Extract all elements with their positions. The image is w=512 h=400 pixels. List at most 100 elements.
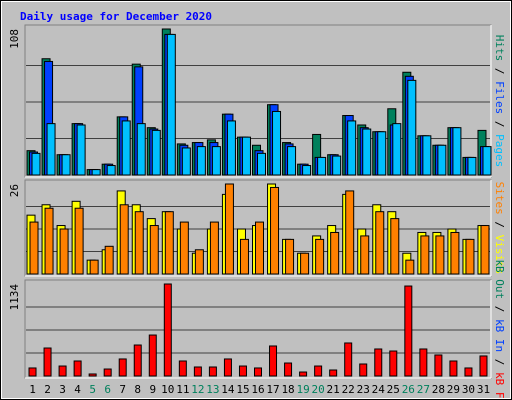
bar (390, 218, 400, 275)
bar (208, 366, 217, 377)
x-tick-label: 24 (372, 383, 386, 396)
bar (314, 365, 323, 377)
bar (419, 348, 428, 377)
bar (329, 369, 338, 377)
bar (330, 231, 340, 275)
bar (285, 238, 295, 275)
bar (226, 120, 236, 176)
bar (163, 283, 172, 377)
x-tick-label: 14 (221, 383, 235, 396)
bar (422, 135, 432, 176)
bar (269, 345, 278, 377)
legend-entry: Hits (493, 35, 506, 62)
bar (196, 146, 206, 176)
bar (375, 211, 385, 275)
bar (241, 136, 251, 176)
bar (359, 363, 368, 377)
bar (299, 371, 308, 377)
bar (103, 368, 112, 377)
bar (61, 154, 71, 176)
x-tick-label: 9 (149, 383, 156, 396)
x-tick-label: 16 (251, 383, 264, 396)
legend-entry: kB F (493, 372, 506, 399)
x-tick-label: 25 (387, 383, 400, 396)
bar (377, 131, 387, 176)
bar (482, 146, 492, 176)
legend-entry: kB Out (493, 259, 506, 299)
bar (74, 207, 84, 275)
bar (347, 120, 357, 176)
bar (479, 355, 488, 377)
bar (435, 235, 445, 275)
x-tick-label: 26 (402, 383, 415, 396)
bar (257, 152, 266, 176)
legend-separator: / (493, 215, 506, 235)
bar (121, 120, 131, 176)
bar (345, 190, 355, 275)
bar (238, 365, 247, 377)
bar (31, 152, 41, 176)
x-tick-label: 23 (357, 383, 370, 396)
x-tick-label: 8 (134, 383, 141, 396)
legend-entry: Visits (493, 235, 506, 275)
x-tick-label: 28 (432, 383, 445, 396)
bar (302, 165, 312, 176)
bar (467, 156, 477, 176)
bar (315, 238, 325, 275)
bar (209, 221, 219, 275)
bar (449, 360, 458, 377)
bar (104, 245, 114, 275)
bar (181, 147, 191, 176)
x-tick-label: 29 (447, 383, 460, 396)
bar (89, 259, 99, 275)
bar (420, 235, 430, 275)
bar (452, 127, 462, 176)
y-max-label: 1134 (8, 284, 21, 311)
bar (437, 144, 447, 176)
legend-entry: Files (493, 81, 506, 114)
bar (407, 79, 417, 176)
x-tick-label: 17 (266, 383, 279, 396)
legend: Hits / Files / Pages (493, 35, 506, 168)
bar (46, 123, 56, 176)
bar (272, 110, 282, 176)
bar (223, 358, 232, 377)
x-tick-label: 18 (281, 383, 294, 396)
bar (106, 165, 116, 176)
chart-title: Daily usage for December 2020 (20, 10, 212, 23)
bar (254, 367, 262, 377)
legend-separator: / (493, 61, 506, 81)
bar (270, 186, 280, 275)
bar (193, 366, 202, 377)
bar (148, 334, 157, 377)
bar (43, 347, 52, 377)
bar (405, 259, 415, 275)
x-tick-label: 4 (74, 383, 81, 396)
bar (224, 183, 234, 275)
legend-entry: kB In (493, 319, 506, 352)
legend-entry: Sites (493, 182, 506, 215)
bar (480, 225, 490, 275)
bar (134, 211, 144, 275)
bar (28, 367, 37, 377)
bar (151, 129, 161, 176)
x-tick-label: 2 (44, 383, 51, 396)
bar (287, 146, 297, 176)
x-tick-label: 6 (104, 383, 111, 396)
legend-separator: / (493, 299, 506, 319)
x-tick-label: 22 (342, 383, 355, 396)
x-tick-label: 7 (119, 383, 126, 396)
legend-separator: / (493, 114, 506, 134)
y-max-label: 108 (8, 29, 21, 49)
bar (88, 373, 97, 377)
bar (392, 123, 402, 176)
bar (29, 221, 39, 275)
x-tick-label: 20 (312, 383, 325, 396)
bar (44, 207, 54, 275)
x-tick-label: 3 (59, 383, 66, 396)
bar (317, 156, 327, 176)
bar (465, 238, 475, 275)
bar (118, 358, 127, 377)
